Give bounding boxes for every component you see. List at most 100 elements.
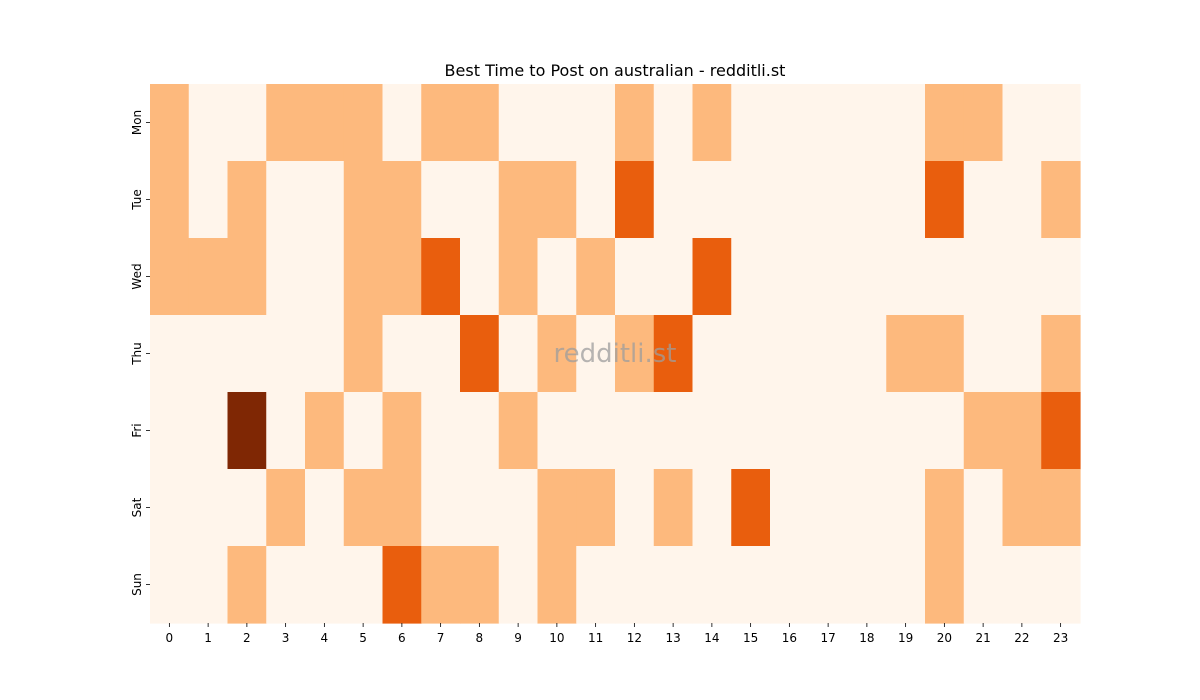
- x-tick-label: 8: [476, 631, 484, 645]
- x-tick-label: 18: [859, 631, 874, 645]
- heatmap-cell-sat-20: [925, 469, 965, 547]
- heatmap-cell-wed-4: [305, 238, 345, 316]
- heatmap-cell-wed-2: [227, 238, 267, 316]
- heatmap-cell-fri-22: [1002, 392, 1042, 470]
- heatmap-cell-fri-8: [460, 392, 500, 470]
- heatmap-cell-sun-10: [537, 546, 577, 624]
- heatmap-cell-sat-4: [305, 469, 345, 547]
- y-tick-label: Sun: [130, 573, 144, 596]
- x-tick-label: 16: [782, 631, 797, 645]
- x-tick-label: 15: [743, 631, 758, 645]
- heatmap-cell-sat-5: [343, 469, 384, 547]
- x-axis: 0 1 2 3 4 5 6 7 8 9 10 11 12 13 14 15 16 17 18 19 20 21 22 23: [166, 623, 1068, 645]
- x-tick-label: 17: [820, 631, 835, 645]
- heatmap-cell-wed-19: [886, 238, 926, 316]
- heatmap-cell-mon-16: [770, 84, 810, 162]
- heatmap-cell-mon-1: [188, 84, 229, 162]
- x-tick-label: 0: [166, 631, 174, 645]
- heatmap-cell-sat-9: [498, 469, 539, 547]
- heatmap-cell-fri-18: [847, 392, 887, 470]
- heatmap-cell-wed-14: [692, 238, 732, 316]
- x-tick-label: 7: [437, 631, 445, 645]
- x-tick-label: 1: [204, 631, 212, 645]
- heatmap-cell-sun-23: [1041, 546, 1081, 624]
- heatmap-cell-mon-5: [343, 84, 384, 162]
- heatmap-cell-thu-21: [963, 315, 1004, 393]
- heatmap-cell-wed-22: [1002, 238, 1042, 316]
- heatmap-cell-sun-21: [963, 546, 1004, 624]
- y-tick-label: Wed: [130, 263, 144, 289]
- heatmap-cell-thu-5: [343, 315, 384, 393]
- heatmap-cell-mon-18: [847, 84, 887, 162]
- heatmap-cell-fri-0: [150, 392, 190, 470]
- heatmap-cell-thu-7: [421, 315, 461, 393]
- heatmap-cell-wed-23: [1041, 238, 1081, 316]
- heatmap-cell-sat-17: [808, 469, 849, 547]
- heatmap-cell-tue-19: [886, 161, 926, 239]
- heatmap-cell-thu-18: [847, 315, 887, 393]
- heatmap-cell-fri-11: [576, 392, 616, 470]
- heatmap-cell-sun-13: [653, 546, 694, 624]
- heatmap-cell-tue-3: [266, 161, 306, 239]
- heatmap-cell-tue-17: [808, 161, 849, 239]
- heatmap-cell-tue-4: [305, 161, 345, 239]
- heatmap-cell-thu-23: [1041, 315, 1081, 393]
- heatmap-cell-sun-2: [227, 546, 267, 624]
- x-tick-label: 22: [1014, 631, 1029, 645]
- x-tick-label: 21: [975, 631, 990, 645]
- heatmap-cell-wed-0: [150, 238, 190, 316]
- heatmap-cell-mon-9: [498, 84, 539, 162]
- heatmap-cell-wed-18: [847, 238, 887, 316]
- heatmap-cell-fri-20: [925, 392, 965, 470]
- heatmap-cell-thu-19: [886, 315, 926, 393]
- y-tick-label: Fri: [130, 423, 144, 437]
- heatmap-cell-thu-22: [1002, 315, 1042, 393]
- heatmap-cell-tue-1: [188, 161, 229, 239]
- heatmap-cell-thu-10: [537, 315, 577, 393]
- x-tick-label: 6: [398, 631, 406, 645]
- heatmap-cell-fri-10: [537, 392, 577, 470]
- heatmap-cell-mon-11: [576, 84, 616, 162]
- heatmap-cell-mon-13: [653, 84, 694, 162]
- heatmap-cell-thu-16: [770, 315, 810, 393]
- heatmap-cell-fri-15: [731, 392, 771, 470]
- x-tick-label: 13: [665, 631, 680, 645]
- heatmap-cell-wed-13: [653, 238, 694, 316]
- heatmap-cell-fri-9: [498, 392, 539, 470]
- x-tick-label: 3: [282, 631, 290, 645]
- heatmap-cell-mon-15: [731, 84, 771, 162]
- heatmap-cell-sat-3: [266, 469, 306, 547]
- heatmap-cell-thu-6: [382, 315, 422, 393]
- heatmap-cell-mon-20: [925, 84, 965, 162]
- y-tick-label: Thu: [130, 342, 144, 366]
- heatmap-cell-mon-14: [692, 84, 732, 162]
- heatmap-cell-sun-12: [615, 546, 655, 624]
- heatmap-cell-mon-4: [305, 84, 345, 162]
- watermark: redditli.st: [554, 339, 677, 369]
- heatmap-cell-sun-1: [188, 546, 229, 624]
- heatmap-cell-thu-2: [227, 315, 267, 393]
- heatmap-cell-mon-23: [1041, 84, 1081, 162]
- heatmap-cell-mon-6: [382, 84, 422, 162]
- heatmap-cell-sun-6: [382, 546, 422, 624]
- heatmap-cell-fri-17: [808, 392, 849, 470]
- heatmap-cell-tue-10: [537, 161, 577, 239]
- heatmap-cell-tue-20: [925, 161, 965, 239]
- heatmap-cell-thu-11: [576, 315, 616, 393]
- heatmap-cell-fri-19: [886, 392, 926, 470]
- heatmap-cell-tue-0: [150, 161, 190, 239]
- heatmap-cell-mon-3: [266, 84, 306, 162]
- x-tick-label: 11: [588, 631, 603, 645]
- heatmap-cell-sun-5: [343, 546, 384, 624]
- heatmap-cell-sun-14: [692, 546, 732, 624]
- heatmap-cell-tue-16: [770, 161, 810, 239]
- heatmap-cell-tue-5: [343, 161, 384, 239]
- heatmap-cell-tue-23: [1041, 161, 1081, 239]
- y-tick-label: Sat: [130, 497, 144, 517]
- x-tick-label: 10: [549, 631, 564, 645]
- heatmap-cell-thu-0: [150, 315, 190, 393]
- x-tick-label: 2: [243, 631, 251, 645]
- heatmap-cell-mon-10: [537, 84, 577, 162]
- heatmap-cell-tue-7: [421, 161, 461, 239]
